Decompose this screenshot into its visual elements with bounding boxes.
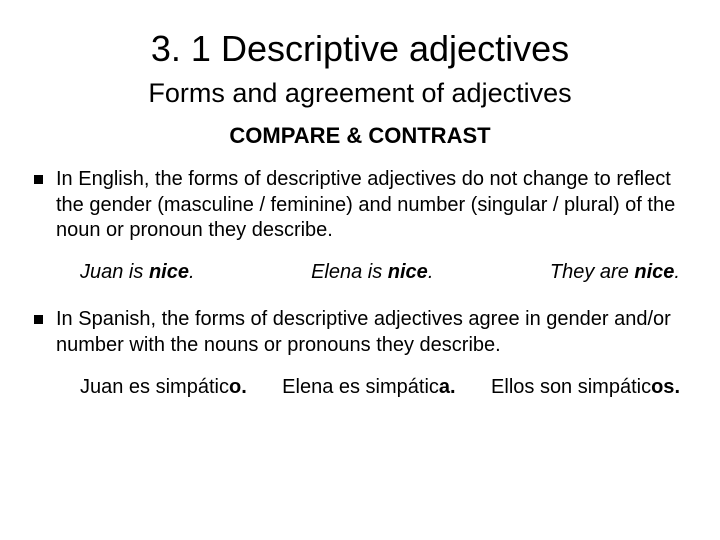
example-emph: a xyxy=(439,376,450,398)
example-emph: os xyxy=(651,376,674,398)
example-row: Juan es simpático. Elena es simpática. E… xyxy=(80,375,688,401)
example-plain: They are xyxy=(550,261,634,283)
example-tail: . xyxy=(674,376,680,398)
example: Elena is nice. xyxy=(311,260,433,286)
section-heading: COMPARE & CONTRAST xyxy=(28,123,692,149)
example-row: Juan is nice. Elena is nice. They are ni… xyxy=(80,260,688,286)
slide: 3. 1 Descriptive adjectives Forms and ag… xyxy=(0,0,720,540)
example-emph: nice xyxy=(634,261,674,283)
slide-subtitle: Forms and agreement of adjectives xyxy=(28,78,692,109)
example-tail: . xyxy=(674,261,680,283)
example: Ellos son simpáticos. xyxy=(491,375,680,401)
slide-title: 3. 1 Descriptive adjectives xyxy=(28,28,692,70)
example-emph: o xyxy=(229,376,241,398)
example: Juan is nice. xyxy=(80,260,195,286)
example-plain: Juan is xyxy=(80,261,149,283)
example-tail: . xyxy=(241,376,247,398)
example: Elena es simpática. xyxy=(282,375,455,401)
example: Juan es simpático. xyxy=(80,375,247,401)
example-plain: Elena is xyxy=(311,261,388,283)
example: They are nice. xyxy=(550,260,680,286)
bullet-list: In English, the forms of descriptive adj… xyxy=(32,167,688,400)
example-tail: . xyxy=(450,376,456,398)
example-emph: nice xyxy=(388,261,428,283)
example-plain: Juan es simpátic xyxy=(80,376,229,398)
example-plain: Ellos son simpátic xyxy=(491,376,651,398)
example-tail: . xyxy=(428,261,434,283)
bullet-text: In Spanish, the forms of descriptive adj… xyxy=(56,308,671,356)
list-item: In Spanish, the forms of descriptive adj… xyxy=(32,307,688,400)
example-plain: Elena es simpátic xyxy=(282,376,439,398)
list-item: In English, the forms of descriptive adj… xyxy=(32,167,688,285)
example-tail: . xyxy=(189,261,195,283)
example-emph: nice xyxy=(149,261,189,283)
bullet-text: In English, the forms of descriptive adj… xyxy=(56,168,675,241)
